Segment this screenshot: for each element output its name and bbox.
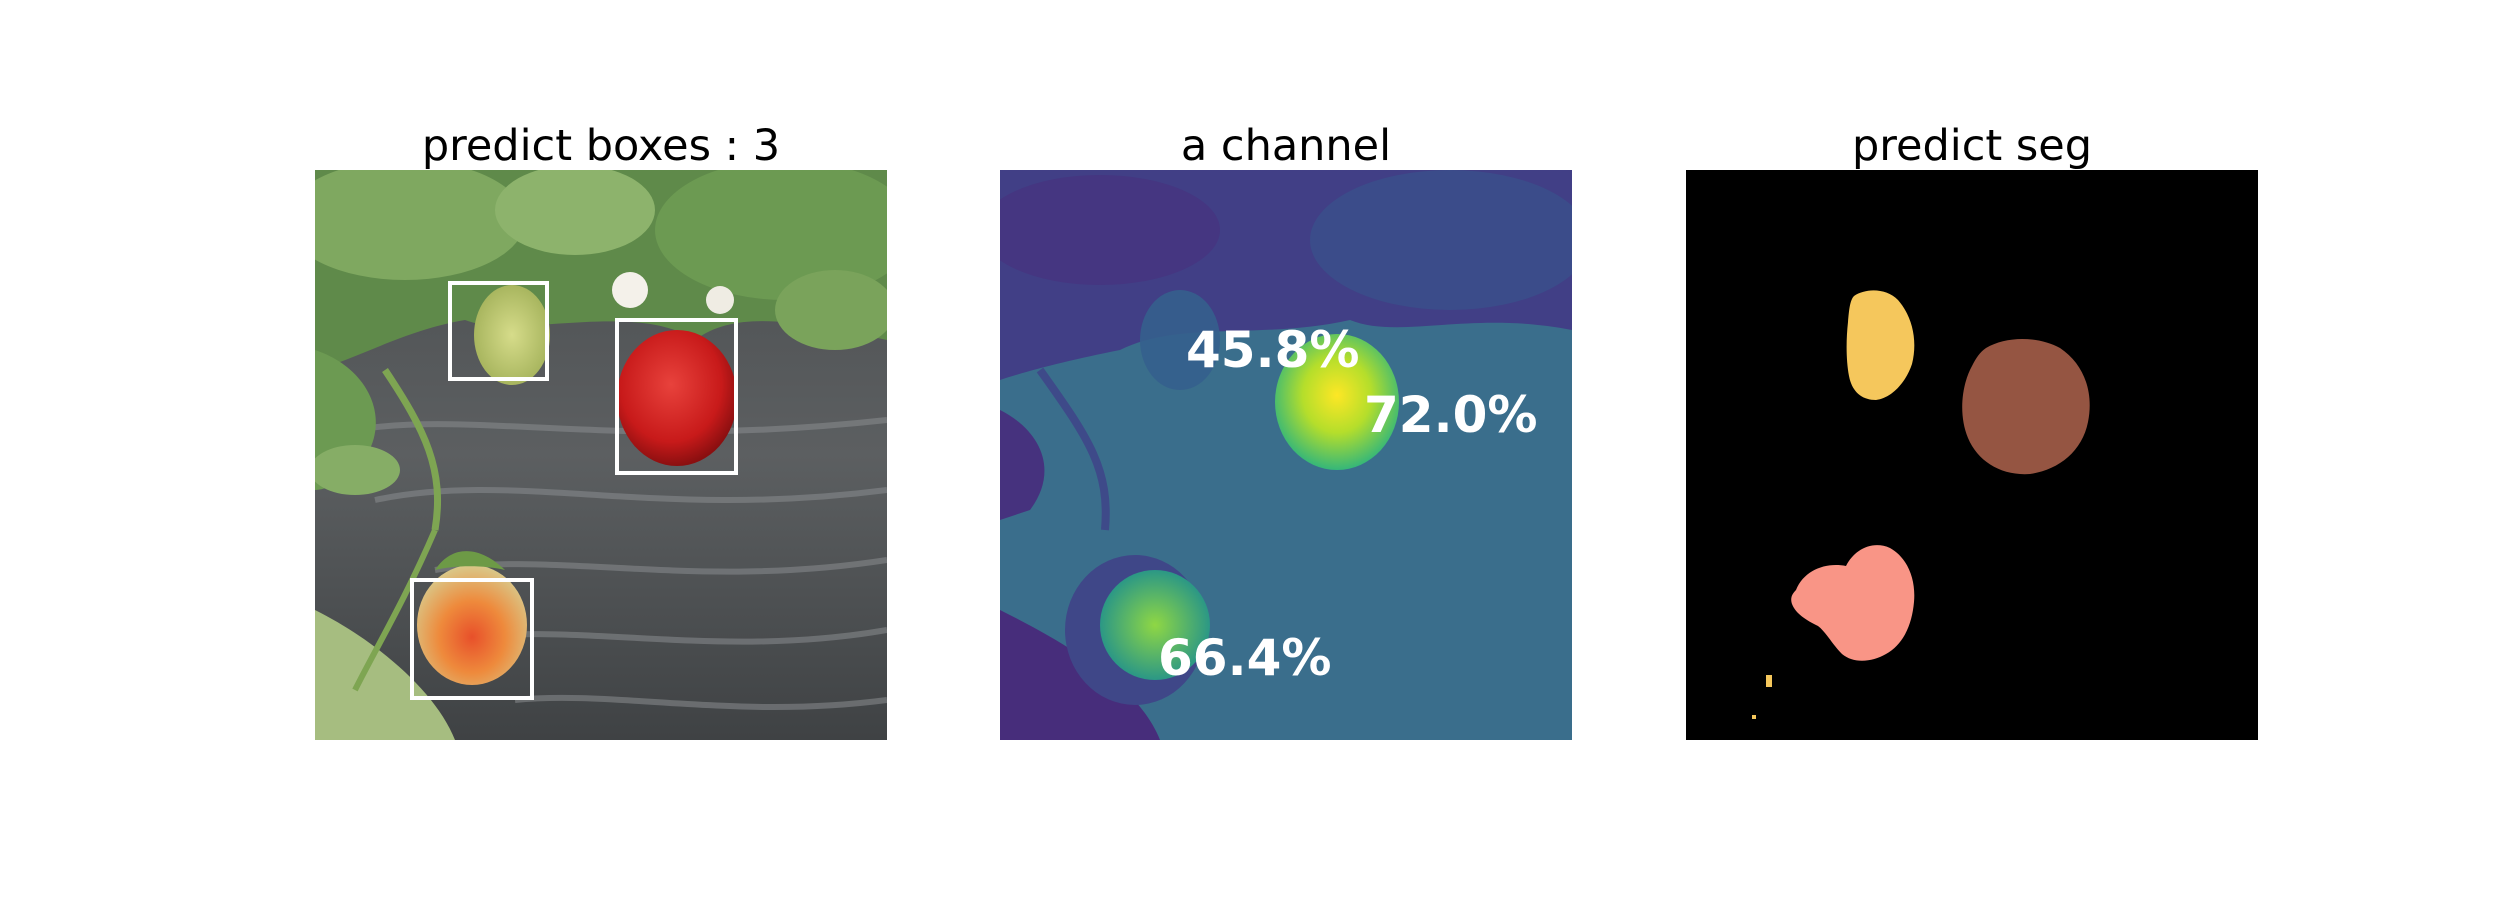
predict-boxes-panel <box>315 170 887 740</box>
panel-title-predict-boxes: predict boxes : 3 <box>421 121 781 171</box>
segmentation-mask <box>1686 170 2258 740</box>
predict-box-1 <box>448 281 549 381</box>
score-label-2: 72.0% <box>1364 386 1538 444</box>
score-label-1: 45.8% <box>1186 321 1360 379</box>
channel-heatmap <box>1000 170 1572 740</box>
predict-box-3 <box>410 578 534 700</box>
panel-title-a-channel: a channel <box>1180 121 1392 171</box>
seg-mask-1 <box>1846 290 1915 400</box>
seg-background <box>1686 170 2258 740</box>
score-label-3: 66.4% <box>1158 629 1332 687</box>
predict-seg-panel <box>1686 170 2258 740</box>
seg-mask-2 <box>1962 339 2090 475</box>
a-channel-panel: 45.8% 72.0% 66.4% <box>1000 170 1572 740</box>
panel-title-predict-seg: predict seg <box>1851 121 2093 171</box>
strawberry-photo <box>315 170 887 740</box>
predict-box-2 <box>615 318 738 475</box>
seg-mask-3 <box>1791 545 1915 661</box>
